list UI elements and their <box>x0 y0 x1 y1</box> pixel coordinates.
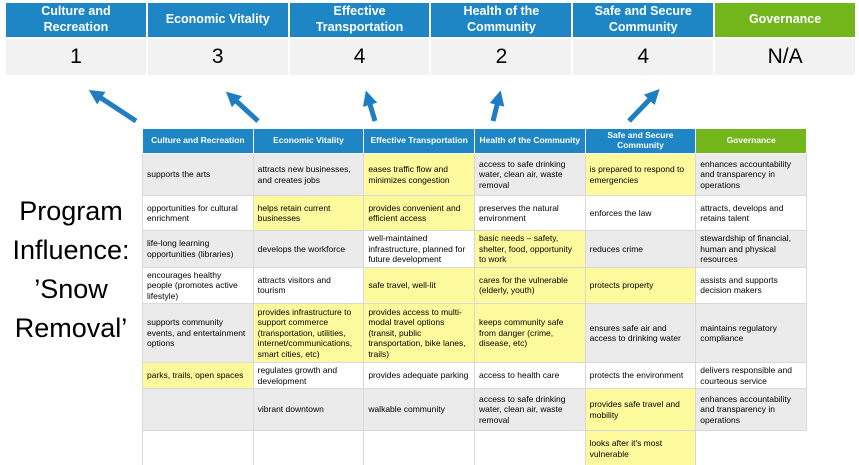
matrix-cell-r8-c5: looks after it's most vulnerable <box>584 430 697 465</box>
scorecard-header-economic-vitality: Economic Vitality <box>147 3 288 37</box>
title-line-2: Influence: <box>12 235 130 265</box>
matrix-header-economic-vitality: Economic Vitality <box>252 128 365 154</box>
matrix-cell-r1-c5: is prepared to respond to emergencies <box>584 153 697 196</box>
matrix-cell-r4-c3: safe travel, well-lit <box>363 266 475 304</box>
matrix-row-5: supports community events, and entertain… <box>142 303 807 363</box>
scorecard: Culture and Recreation Economic Vitality E… <box>6 3 855 75</box>
matrix-header-effective-transportation: Effective Transportation <box>363 128 475 154</box>
matrix-cell-r2-c4: preserves the natural environment <box>473 195 586 231</box>
matrix-cell-r5-c6: maintains regulatory compliance <box>695 303 807 363</box>
matrix-cell-r6-c4: access to health care <box>473 362 586 389</box>
matrix-cell-r4-c5: protects property <box>584 266 697 304</box>
scorecard-value-culture-and-recreation: 1 <box>6 39 146 75</box>
matrix-cell-r3-c5: reduces crime <box>584 230 697 268</box>
matrix-cell-r8-c2 <box>252 430 365 465</box>
arrow-up-right-5-icon <box>627 89 660 123</box>
matrix-cell-r6-c1: parks, trails, open spaces <box>142 362 254 389</box>
matrix-cell-r2-c6: attracts, develops and retains talent <box>695 195 807 231</box>
title-line-3: ’Snow <box>34 274 108 304</box>
arrow-up-left-1-icon <box>88 89 138 124</box>
matrix-header-row: Culture and Recreation Economic Vitality E… <box>142 128 807 154</box>
matrix-cell-r7-c1 <box>142 388 254 431</box>
matrix-cell-r6-c3: provides adequate parking <box>363 362 475 389</box>
matrix-cell-r7-c5: provides safe travel and mobility <box>584 388 697 431</box>
scorecard-header-culture-and-recreation: Culture and Recreation <box>6 3 146 37</box>
matrix-row-1: supports the arts attracts new businesses… <box>142 153 807 196</box>
matrix-cell-r7-c3: walkable community <box>363 388 475 431</box>
matrix-cell-r7-c2: vibrant downtown <box>252 388 365 431</box>
matrix-row-7: vibrant downtown walkable community access… <box>142 388 807 431</box>
matrix-cell-r5-c5: ensures safe air and access to drinking … <box>584 303 697 363</box>
matrix-cell-r5-c4: keeps community safe from danger (crime,… <box>473 303 586 363</box>
matrix-body: supports the arts attracts new businesses… <box>142 153 807 465</box>
matrix-cell-r3-c6: stewardship of financial, human and phys… <box>695 230 807 268</box>
matrix-header-safe-and-secure-community: Safe and Secure Community <box>584 128 697 154</box>
scorecard-value-economic-vitality: 3 <box>147 39 288 75</box>
matrix-cell-r1-c4: access to safe drinking water, clean air… <box>473 153 586 196</box>
scorecard-header-effective-transportation: Effective Transportation <box>289 3 430 37</box>
matrix-cell-r6-c6: delivers responsible and courteous servi… <box>695 362 807 389</box>
matrix-cell-r8-c1 <box>142 430 254 465</box>
title-line-4: Removal’ <box>14 313 128 343</box>
matrix-cell-r4-c6: assists and supports decision makers <box>695 266 807 304</box>
matrix-header-culture-and-recreation: Culture and Recreation <box>142 128 254 154</box>
arrow-up-left-2-icon <box>225 91 260 123</box>
matrix-cell-r2-c3: provides convenient and efficient access <box>363 195 475 231</box>
matrix-cell-r8-c3 <box>363 430 475 465</box>
matrix-cell-r3-c3: well-maintained infrastructure, planned … <box>363 230 475 268</box>
matrix-cell-r1-c6: enhances accountability and transparency… <box>695 153 807 196</box>
matrix-cell-r7-c6: enhances accountability and transparency… <box>695 388 807 431</box>
matrix-cell-r1-c3: eases traffic flow and minimizes congest… <box>363 153 475 196</box>
scorecard-value-health-of-the-community: 2 <box>431 39 572 75</box>
matrix-cell-r3-c2: develops the workforce <box>252 230 365 268</box>
scorecard-value-effective-transportation: 4 <box>289 39 430 75</box>
scorecard-header-health-of-the-community: Health of the Community <box>431 3 572 37</box>
matrix-cell-r5-c1: supports community events, and entertain… <box>142 303 254 363</box>
matrix-cell-r8-c4 <box>473 430 586 465</box>
matrix-cell-r5-c2: provides infrastructure to support comme… <box>252 303 365 363</box>
matrix-cell-r1-c2: attracts new businesses, and creates job… <box>252 153 365 196</box>
program-influence-title: Program Influence: ’Snow Removal’ <box>0 192 142 348</box>
matrix-cell-r3-c1: life-long learning opportunities (librar… <box>142 230 254 268</box>
matrix-header-governance: Governance <box>695 128 807 154</box>
matrix-row-8: looks after it's most vulnerable <box>142 430 807 465</box>
matrix-cell-r6-c5: protects the environment <box>584 362 697 389</box>
matrix-cell-r7-c4: access to safe drinking water, clean air… <box>473 388 586 431</box>
matrix-row-6: parks, trails, open spaces regulates grow… <box>142 362 807 389</box>
arrow-up-4-icon <box>489 90 505 122</box>
matrix-row-3: life-long learning opportunities (librar… <box>142 230 807 268</box>
scorecard-value-safe-and-secure-community: 4 <box>573 39 714 75</box>
arrow-up-3-icon <box>362 90 378 122</box>
matrix-cell-r2-c2: helps retain current businesses <box>252 195 365 231</box>
matrix-cell-r1-c1: supports the arts <box>142 153 254 196</box>
matrix-cell-r2-c1: opportunities for cultural enrichment <box>142 195 254 231</box>
matrix-row-2: opportunities for cultural enrichment hel… <box>142 195 807 231</box>
matrix-header-health-of-the-community: Health of the Community <box>473 128 586 154</box>
title-line-1: Program <box>19 196 123 226</box>
matrix-row-4: encourages healthy people (promotes acti… <box>142 266 807 304</box>
matrix-cell-r6-c2: regulates growth and development <box>252 362 365 389</box>
scorecard-value-governance: N/A <box>715 39 855 75</box>
matrix-cell-r4-c2: attracts visitors and tourism <box>252 266 365 304</box>
scorecard-header-safe-and-secure-community: Safe and Secure Community <box>573 3 714 37</box>
matrix-cell-r8-c6 <box>696 431 807 465</box>
matrix-cell-r4-c4: cares for the vulnerable (elderly, youth… <box>473 266 586 304</box>
influence-matrix: Culture and Recreation Economic Vitality E… <box>142 128 807 465</box>
matrix-cell-r5-c3: provides access to multi-modal travel op… <box>363 303 475 363</box>
matrix-cell-r3-c4: basic needs – safety, shelter, food, opp… <box>473 230 586 268</box>
matrix-cell-r2-c5: enforces the law <box>584 195 697 231</box>
matrix-cell-r4-c1: encourages healthy people (promotes acti… <box>142 266 254 304</box>
scorecard-header-governance: Governance <box>715 3 855 37</box>
